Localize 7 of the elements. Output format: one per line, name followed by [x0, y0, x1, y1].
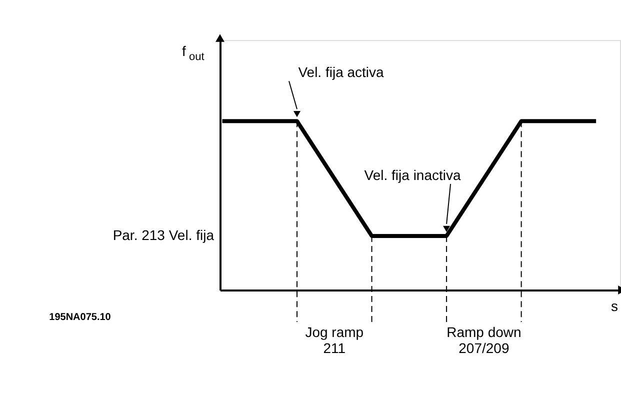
text: 195NA075.10 — [49, 312, 112, 323]
text: Ramp down 207/209 — [446, 324, 522, 356]
text: Par. 213 Vel. fija — [112, 226, 214, 243]
text: Jog ramp 211 — [305, 324, 364, 356]
annotation: Vel. fija inactiva — [364, 166, 461, 183]
text: Vel. fija activa — [298, 64, 384, 80]
x-axis-title: s — [611, 298, 618, 314]
